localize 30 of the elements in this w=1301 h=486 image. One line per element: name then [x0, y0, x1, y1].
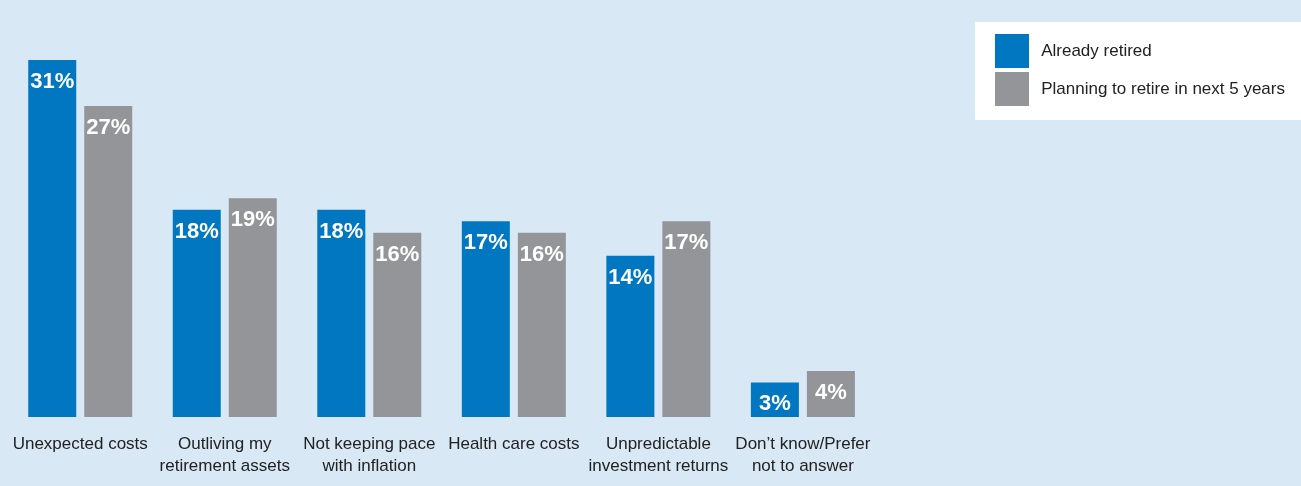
data-label: 17% — [463, 229, 508, 255]
data-label: 4% — [814, 378, 847, 404]
bar — [172, 209, 221, 417]
bar — [317, 209, 366, 417]
bar — [662, 221, 711, 417]
bar — [606, 255, 655, 417]
data-label: 17% — [664, 229, 709, 255]
data-label: 14% — [608, 263, 653, 289]
bar — [228, 198, 277, 417]
x-tick-label: Don’t know/Prefer not to answer — [735, 434, 871, 475]
x-tick-label: Outliving my retirement assets — [159, 434, 290, 475]
data-label: 18% — [319, 217, 364, 243]
data-label: 16% — [519, 240, 564, 266]
bar — [28, 60, 77, 417]
data-label: 19% — [230, 206, 275, 232]
legend-label: Planning to retire in next 5 years — [1041, 79, 1285, 99]
data-label: 18% — [174, 217, 219, 243]
bar — [373, 232, 422, 417]
x-tick-label: Unexpected costs — [12, 434, 148, 453]
bar — [517, 232, 566, 417]
x-tick-label: Unpredictable investment returns — [588, 434, 729, 475]
x-tick-label: Not keeping pace with inflation — [303, 434, 436, 475]
x-tick-label: Health care costs — [448, 434, 580, 453]
bar — [84, 106, 133, 417]
legend-label: Already retired — [1041, 41, 1152, 61]
data-label: 3% — [758, 390, 791, 416]
data-label: 16% — [375, 240, 420, 266]
data-label: 27% — [86, 114, 131, 140]
data-label: 31% — [30, 68, 75, 93]
bar — [461, 221, 510, 417]
